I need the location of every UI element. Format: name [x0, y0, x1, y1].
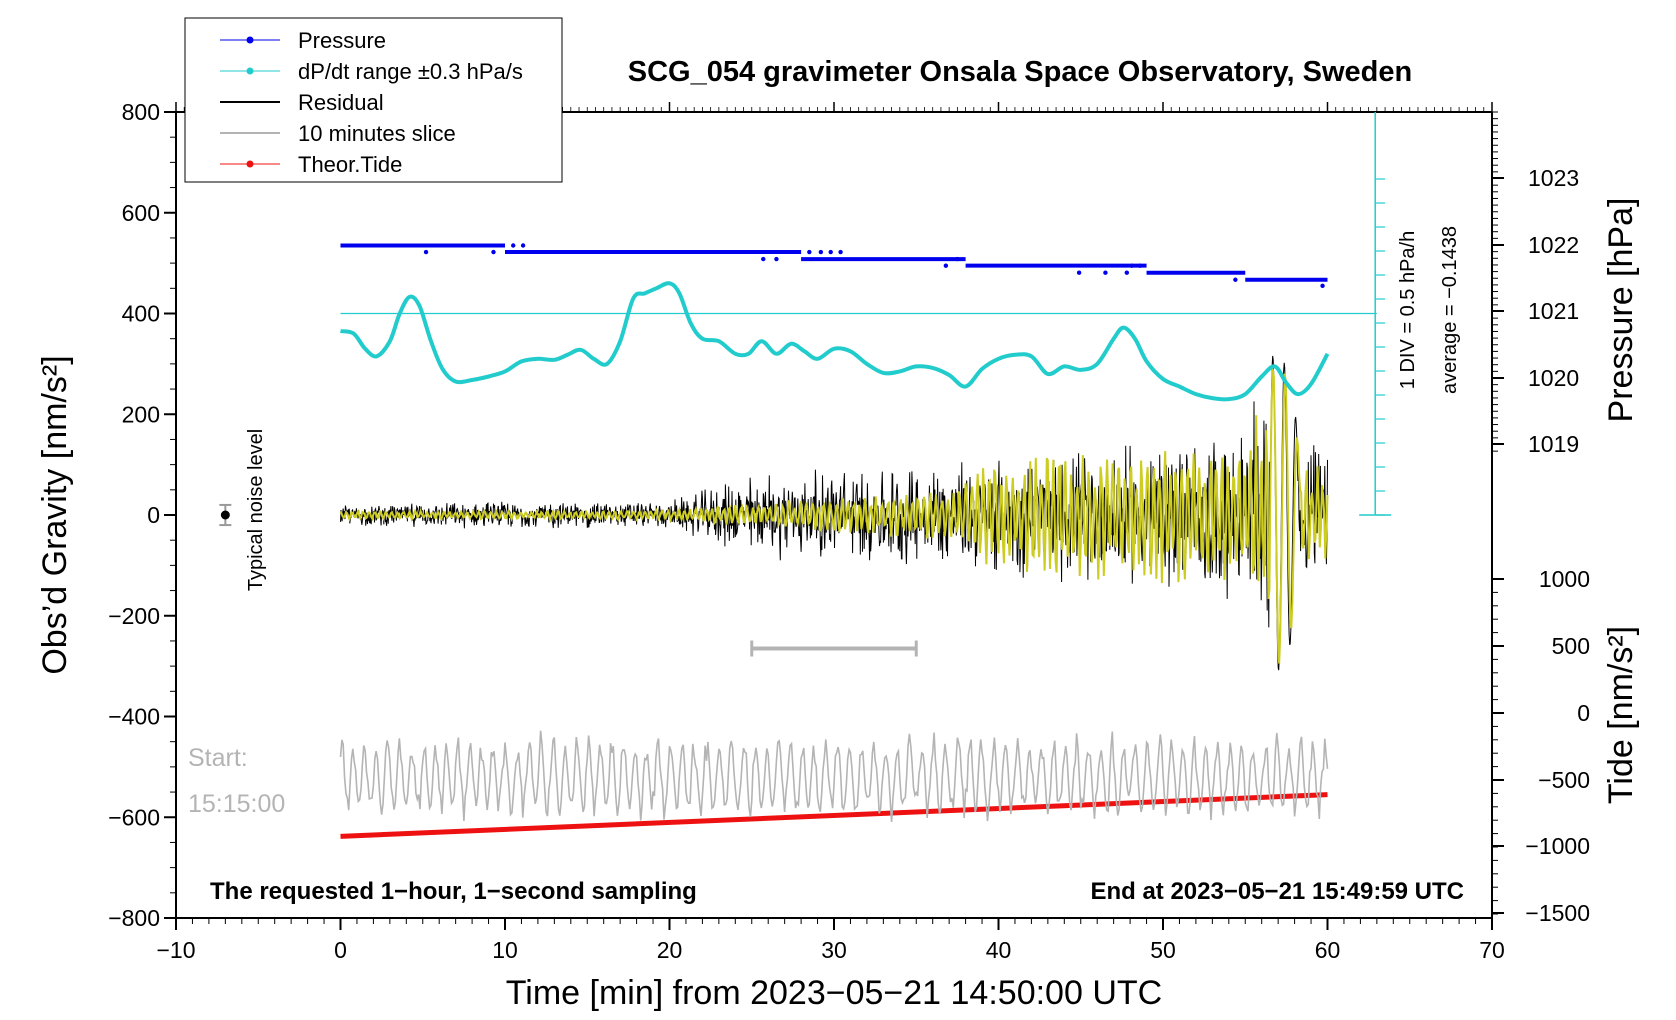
tide-tick-label: 0	[1577, 700, 1590, 726]
pressure-point	[1233, 277, 1238, 282]
legend: Pressure dP/dt range ±0.3 hPa/s Residual…	[184, 17, 563, 183]
pressure-point	[1129, 263, 1134, 268]
pressure-point	[1137, 263, 1143, 268]
pressure-point	[818, 249, 824, 255]
pressure-point	[1103, 270, 1108, 275]
legend-label-residual: Residual	[298, 90, 384, 115]
x-tick-label: −10	[156, 937, 195, 963]
legend-marker-pressure	[246, 36, 254, 44]
pressure-point	[774, 256, 779, 262]
tide-tick-label: −500	[1538, 767, 1590, 793]
legend-marker-tide	[246, 160, 254, 168]
x-tick-label: 0	[334, 937, 347, 963]
x-axis-title: Time [min] from 2023−05−21 14:50:00 UTC	[506, 974, 1162, 1012]
pressure-point	[423, 249, 429, 255]
pressure-tick-label: 1019	[1528, 431, 1579, 457]
dpdt-curve	[340, 281, 1330, 402]
pressure-point	[1320, 283, 1325, 288]
dpdt-scale-bar	[1359, 112, 1392, 516]
pressure-tick-label: 1020	[1528, 365, 1579, 391]
slice-start-time: 15:15:00	[188, 790, 285, 818]
tide-tick-label: −1500	[1525, 900, 1590, 926]
footer-right: End at 2023−05−21 15:49:59 UTC	[1090, 878, 1464, 905]
axis-tick-labels: −10 0 10 20 30 40 50 60 708006004002000−200−400−…	[108, 99, 1590, 963]
y-tick-label: −800	[108, 905, 160, 931]
pressure-point	[955, 256, 960, 262]
filtered-trace	[339, 368, 1329, 664]
x-tick-label: 50	[1150, 937, 1176, 963]
x-tick-label: 30	[821, 937, 847, 963]
x-tick-label: 40	[986, 937, 1012, 963]
pressure-tick-label: 1023	[1528, 165, 1579, 191]
tide-tick-label: 1000	[1539, 566, 1590, 592]
tide-tick-label: −1000	[1525, 833, 1590, 859]
footer-left: The requested 1−hour, 1−second sampling	[210, 878, 697, 905]
pressure-tick-label: 1022	[1528, 232, 1579, 258]
pressure-point	[491, 249, 496, 255]
slice-start-label: Start:	[188, 744, 248, 772]
legend-marker-dpdt	[246, 67, 254, 75]
y-tick-label: −400	[108, 704, 160, 730]
legend-label-slice: 10 minutes slice	[298, 121, 456, 146]
noise-point	[220, 510, 230, 520]
pressure-point	[511, 243, 516, 248]
pressure-point	[807, 249, 812, 255]
y-tick-label: −200	[108, 603, 160, 629]
noise-level-label: Typical noise level	[245, 429, 267, 591]
y-tick-label: 200	[122, 401, 160, 427]
x-tick-label: 70	[1479, 937, 1505, 963]
pressure-point	[838, 249, 843, 255]
y-tick-label: 800	[122, 99, 160, 125]
pressure-point	[1076, 270, 1082, 275]
average-label: average = −0.1438	[1439, 226, 1461, 394]
y-tick-label: 400	[122, 301, 160, 327]
series-layer	[219, 243, 1377, 839]
legend-label-pressure: Pressure	[298, 28, 386, 53]
y-tick-label: 0	[147, 502, 160, 528]
pressure-point	[1124, 270, 1130, 275]
x-tick-label: 10	[492, 937, 518, 963]
slice-curve	[339, 730, 1329, 822]
div-label: 1 DIV = 0.5 hPa/h	[1397, 231, 1419, 389]
x-tick-label: 20	[657, 937, 683, 963]
legend-label-dpdt: dP/dt range ±0.3 hPa/s	[298, 59, 523, 84]
chart-title: SCG_054 gravimeter Onsala Space Observat…	[628, 56, 1412, 88]
legend-box	[184, 17, 563, 183]
y-axis-title-tide: Tide [nm/s²]	[1602, 626, 1640, 804]
y-axis-title-left: Obs’d Gravity [nm/s²]	[36, 355, 74, 674]
y-axis-title-pressure: Pressure [hPa]	[1602, 198, 1640, 423]
pressure-tick-label: 1021	[1528, 298, 1579, 324]
pressure-point	[520, 243, 526, 248]
y-tick-label: −600	[108, 804, 160, 830]
x-tick-label: 60	[1315, 937, 1341, 963]
tide-tick-label: 500	[1552, 633, 1590, 659]
y-tick-label: 600	[122, 200, 160, 226]
pressure-point	[943, 263, 949, 268]
legend-label-tide: Theor.Tide	[298, 152, 402, 177]
pressure-point	[761, 256, 766, 262]
tide-line	[340, 792, 1328, 839]
pressure-point	[828, 249, 833, 255]
